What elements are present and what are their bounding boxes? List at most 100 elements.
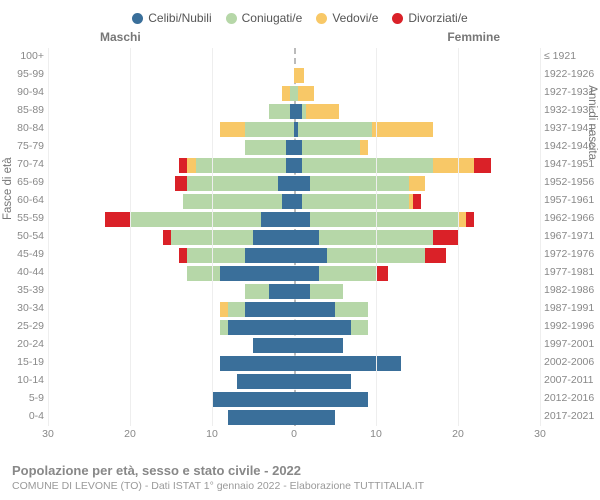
female-header: Femmine: [447, 30, 500, 44]
bar-seg: [360, 140, 368, 155]
bar-seg: [261, 212, 294, 227]
x-tick: 30: [42, 428, 54, 440]
bar-seg: [179, 158, 187, 173]
bar-seg: [310, 176, 408, 191]
bar-seg: [310, 284, 343, 299]
female-bars: [294, 194, 421, 209]
bar-seg: [351, 320, 367, 335]
x-tick: 20: [452, 428, 464, 440]
age-label: 85-89: [2, 104, 44, 116]
bar-seg: [294, 140, 302, 155]
bar-seg: [319, 266, 376, 281]
age-row: 20-241997-2001: [48, 336, 540, 354]
bar-seg: [228, 302, 244, 317]
age-row: 25-291992-1996: [48, 318, 540, 336]
birth-label: 1952-1956: [544, 176, 598, 188]
bar-seg: [458, 212, 466, 227]
grid-line: [458, 48, 459, 426]
grid-line: [130, 48, 131, 426]
male-bars: [212, 392, 294, 407]
age-row: 10-142007-2011: [48, 372, 540, 390]
bar-seg: [294, 158, 302, 173]
bar-seg: [425, 248, 446, 263]
legend-label: Divorziati/e: [408, 11, 467, 25]
birth-label: 1957-1961: [544, 194, 598, 206]
bar-seg: [372, 122, 434, 137]
age-label: 100+: [2, 50, 44, 62]
birth-label: 1962-1966: [544, 212, 598, 224]
legend-dot: [226, 13, 237, 24]
male-bars: [179, 248, 294, 263]
bar-seg: [294, 320, 351, 335]
bar-seg: [306, 104, 339, 119]
bar-seg: [294, 374, 351, 389]
age-label: 95-99: [2, 68, 44, 80]
legend-item: Coniugati/e: [226, 11, 303, 25]
x-axis: 3020100102030: [48, 426, 540, 444]
bar-seg: [286, 158, 294, 173]
age-row: 50-541967-1971: [48, 228, 540, 246]
bar-seg: [130, 212, 261, 227]
legend-label: Vedovi/e: [332, 11, 378, 25]
bar-seg: [294, 266, 319, 281]
birth-label: 1987-1991: [544, 302, 598, 314]
bar-seg: [294, 230, 319, 245]
female-bars: [294, 266, 388, 281]
bar-seg: [245, 248, 294, 263]
bar-seg: [282, 86, 290, 101]
male-bars: [163, 230, 294, 245]
female-bars: [294, 122, 433, 137]
bar-seg: [302, 140, 359, 155]
bar-seg: [302, 194, 409, 209]
bar-seg: [228, 410, 294, 425]
chart-subtitle: COMUNE DI LEVONE (TO) - Dati ISTAT 1° ge…: [12, 480, 424, 492]
bar-seg: [278, 176, 294, 191]
male-bars: [220, 320, 294, 335]
age-row: 95-991922-1926: [48, 66, 540, 84]
male-bars: [253, 338, 294, 353]
bar-seg: [409, 176, 425, 191]
age-row: 15-192002-2006: [48, 354, 540, 372]
age-row: 30-341987-1991: [48, 300, 540, 318]
bar-seg: [187, 266, 220, 281]
grid-line: [48, 48, 49, 426]
x-tick: 30: [534, 428, 546, 440]
age-row: 90-941927-1931: [48, 84, 540, 102]
age-row: 40-441977-1981: [48, 264, 540, 282]
plot-area: 100+≤ 192195-991922-192690-941927-193185…: [48, 48, 540, 426]
female-bars: [294, 284, 343, 299]
birth-label: 2012-2016: [544, 392, 598, 404]
age-label: 15-19: [2, 356, 44, 368]
population-pyramid: Celibi/Nubili Coniugati/e Vedovi/e Divorzia…: [0, 8, 600, 448]
age-label: 90-94: [2, 86, 44, 98]
bar-seg: [187, 158, 195, 173]
age-row: 100+≤ 1921: [48, 48, 540, 66]
male-bars: [179, 158, 294, 173]
legend: Celibi/Nubili Coniugati/e Vedovi/e Divorzia…: [0, 8, 600, 28]
legend-label: Celibi/Nubili: [148, 11, 211, 25]
age-row: 35-391982-1986: [48, 282, 540, 300]
x-tick: 10: [370, 428, 382, 440]
female-bars: [294, 212, 474, 227]
bar-seg: [433, 158, 474, 173]
x-tick: 0: [291, 428, 297, 440]
age-label: 25-29: [2, 320, 44, 332]
bar-seg: [187, 248, 244, 263]
bar-seg: [474, 158, 490, 173]
male-bars: [187, 266, 294, 281]
bar-seg: [220, 122, 245, 137]
age-row: 85-891932-1936: [48, 102, 540, 120]
birth-label: 1922-1926: [544, 68, 598, 80]
bar-seg: [294, 212, 310, 227]
male-bars: [245, 284, 294, 299]
birth-label: 1997-2001: [544, 338, 598, 350]
y-axis-left-title: Fasce di età: [2, 157, 14, 220]
age-label: 40-44: [2, 266, 44, 278]
male-bars: [105, 212, 294, 227]
female-bars: [294, 302, 368, 317]
female-bars: [294, 68, 304, 83]
female-bars: [294, 356, 401, 371]
bar-seg: [294, 194, 302, 209]
bar-seg: [245, 122, 294, 137]
bar-seg: [175, 176, 187, 191]
